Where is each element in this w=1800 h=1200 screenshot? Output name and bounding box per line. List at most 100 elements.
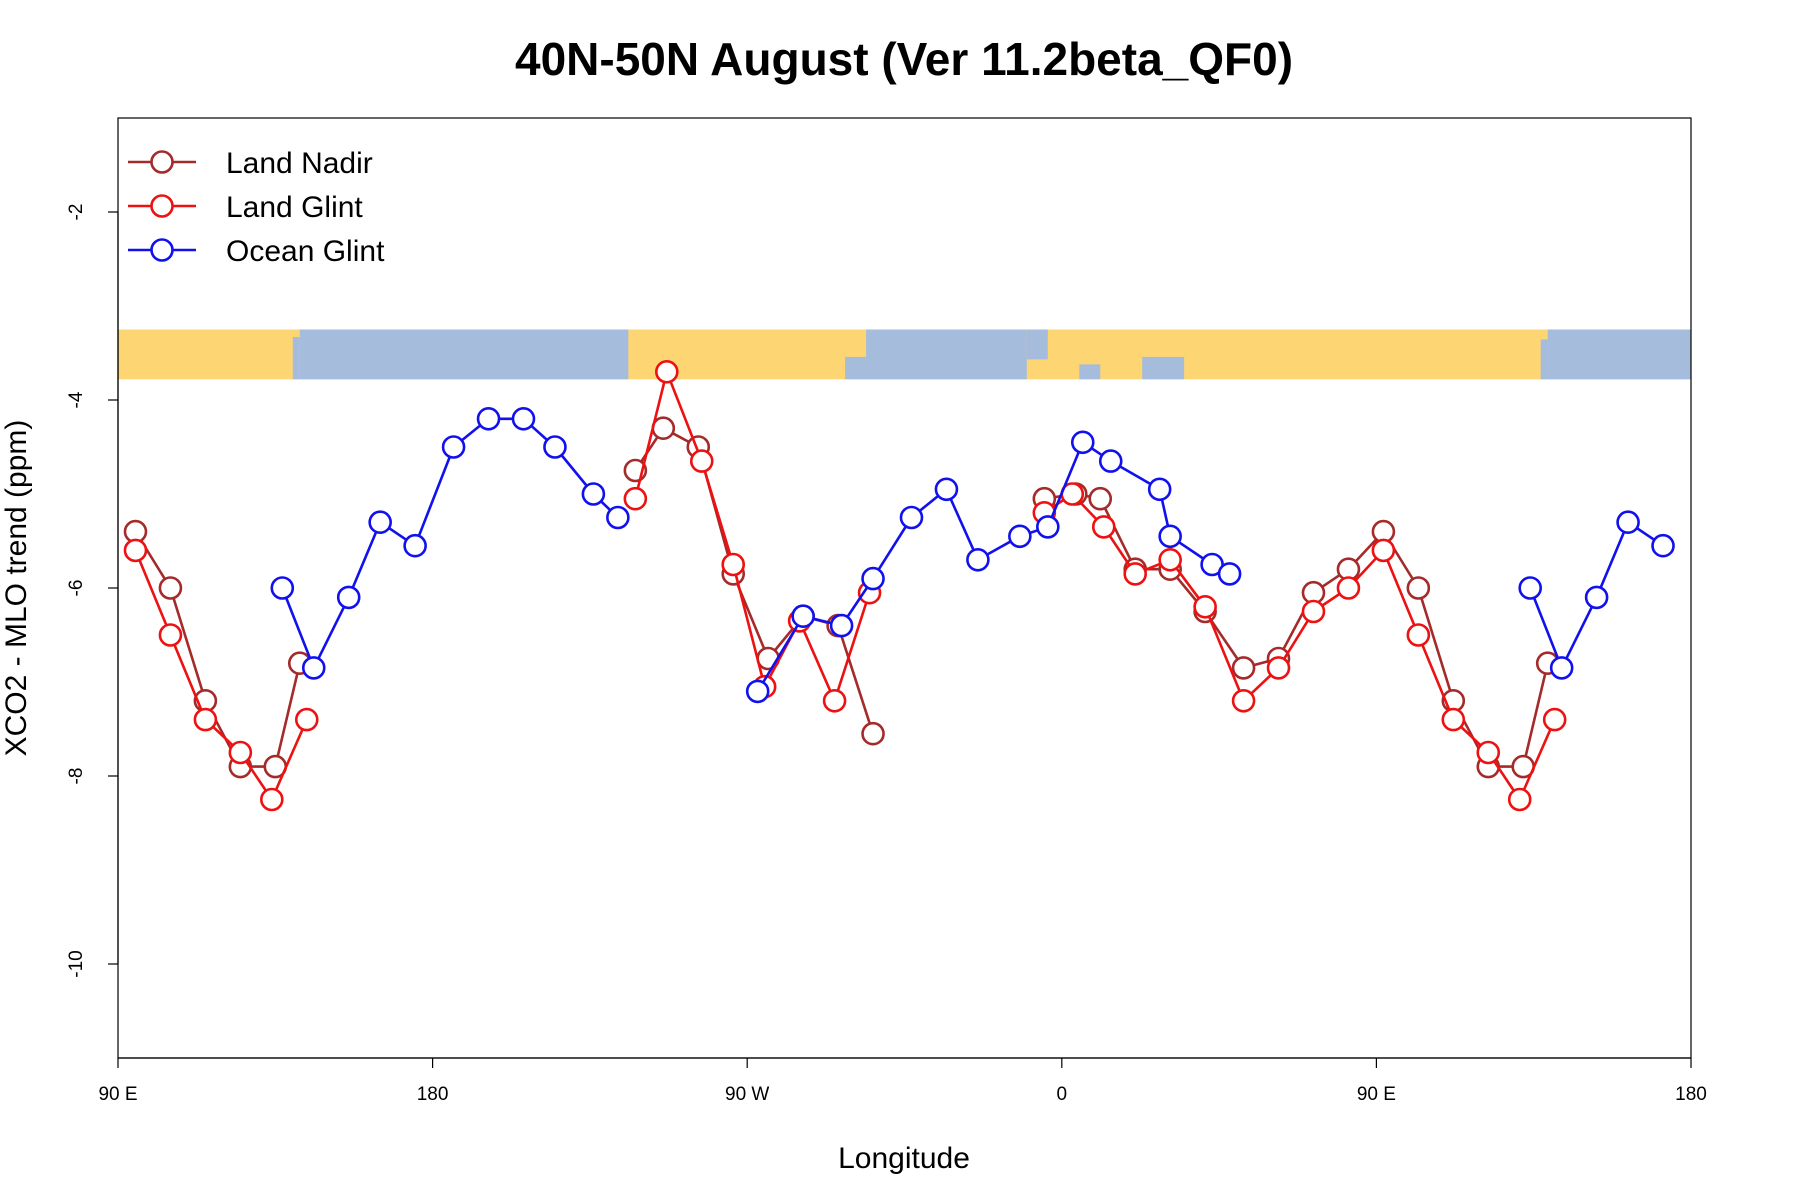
data-point	[1088, 486, 1113, 511]
chart-title: 40N-50N August (Ver 11.2beta_QF0)	[515, 33, 1293, 85]
x-tick-label: 180	[417, 1084, 449, 1105]
y-tick-label: -2	[66, 204, 87, 221]
data-point	[1158, 547, 1182, 572]
legend-marker	[150, 150, 174, 174]
data-point	[822, 688, 847, 713]
data-point	[745, 679, 770, 704]
map-strip-ocean	[299, 329, 629, 380]
x-tick-label: 90 E	[98, 1084, 137, 1105]
data-point	[441, 435, 466, 459]
map-strip-ocean	[845, 356, 867, 380]
data-point	[511, 406, 536, 431]
data-point	[966, 547, 990, 572]
legend-item: Ocean Glint	[128, 235, 385, 268]
data-point	[1301, 599, 1326, 624]
data-point	[791, 604, 815, 629]
data-point	[1231, 656, 1256, 680]
series-line	[634, 370, 871, 703]
legend-label: Ocean Glint	[226, 235, 385, 268]
data-point	[294, 707, 319, 732]
series-line	[134, 549, 308, 801]
data-point	[1158, 524, 1182, 549]
map-strip-ocean	[1142, 356, 1185, 380]
map-strip-ocean	[1540, 339, 1548, 380]
data-point	[228, 740, 253, 765]
map-strip-ocean	[1079, 364, 1101, 380]
y-axis-label: XCO2 - MLO trend (ppm)	[0, 420, 33, 757]
data-point	[1266, 656, 1291, 680]
legend-marker	[150, 194, 174, 218]
data-point	[1070, 430, 1095, 455]
data-point	[899, 505, 924, 530]
data-point	[1651, 533, 1675, 558]
map-strip-ocean	[292, 336, 300, 380]
data-point	[1406, 576, 1431, 600]
data-point	[606, 505, 630, 530]
data-point	[1542, 707, 1567, 732]
x-axis: 90 E 180 90 W 0 90 E 180	[98, 1057, 1707, 1105]
x-tick-label: 90 W	[725, 1084, 769, 1105]
x-tick-label: 180	[1675, 1084, 1707, 1105]
legend-item: Land Glint	[128, 191, 363, 224]
data-point	[260, 787, 284, 812]
data-point	[1549, 656, 1574, 680]
data-point	[1584, 585, 1609, 610]
data-point	[1147, 477, 1172, 502]
series-line	[1043, 492, 1556, 801]
data-point	[1008, 524, 1032, 549]
data-point	[1476, 740, 1501, 765]
x-axis-label: Longitude	[838, 1142, 970, 1175]
data-point	[1336, 576, 1361, 600]
data-point	[655, 359, 679, 384]
data-point	[476, 406, 501, 431]
map-strip-ocean	[1547, 329, 1691, 380]
data-point	[1036, 515, 1060, 539]
data-point	[861, 566, 885, 591]
y-tick-label: -4	[66, 391, 87, 408]
map-strip	[118, 329, 1691, 380]
data-point	[1217, 562, 1242, 586]
y-tick-label: -10	[66, 950, 87, 977]
data-point	[1406, 623, 1431, 647]
map-strip-ocean	[1026, 329, 1048, 360]
data-point	[1507, 787, 1532, 812]
data-point	[581, 482, 606, 506]
x-tick-label: 0	[1057, 1084, 1068, 1105]
x-tick-label: 90 E	[1357, 1084, 1396, 1105]
data-point	[861, 721, 885, 746]
data-point	[934, 477, 959, 502]
data-point	[1091, 515, 1116, 539]
data-point	[1231, 688, 1256, 713]
data-point	[158, 623, 183, 647]
data-point	[1371, 538, 1396, 563]
map-strip-ocean	[866, 329, 1027, 380]
data-point	[368, 510, 392, 535]
data-point	[336, 585, 361, 610]
data-point	[1616, 510, 1640, 535]
series-line	[1044, 492, 1549, 768]
data-point	[543, 435, 567, 459]
data-point	[1123, 562, 1148, 586]
data-point	[829, 613, 854, 638]
series-land-glint	[123, 359, 1567, 812]
data-point	[623, 486, 648, 511]
data-point	[403, 533, 427, 558]
y-tick-label: -8	[66, 768, 87, 785]
legend: Land Nadir Land Glint Ocean Glint	[128, 147, 385, 268]
data-point	[158, 576, 183, 600]
data-point	[270, 576, 295, 600]
data-point	[123, 538, 148, 563]
data-point	[1518, 576, 1543, 600]
y-axis: -2 -4 -6 -8 -10	[66, 204, 119, 978]
data-point	[721, 552, 746, 577]
series-ocean-glint	[270, 406, 1675, 704]
data-point	[1098, 449, 1123, 473]
legend-item: Land Nadir	[128, 147, 373, 180]
y-tick-label: -6	[66, 580, 87, 597]
series-layer	[123, 359, 1675, 812]
legend-marker	[150, 238, 174, 262]
data-point	[1193, 594, 1217, 619]
data-point	[689, 449, 714, 473]
legend-label: Land Nadir	[226, 147, 373, 180]
data-point	[1441, 707, 1466, 732]
